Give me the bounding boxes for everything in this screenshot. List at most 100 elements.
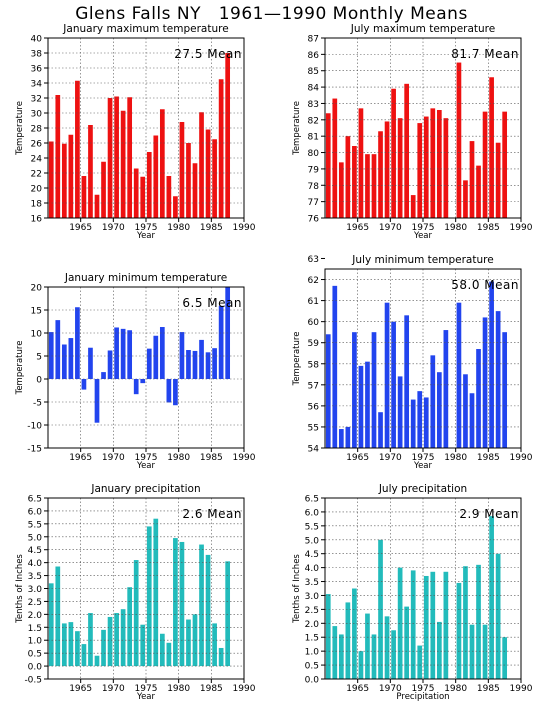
bar <box>173 538 178 667</box>
x-tick-label: 1965 <box>346 684 369 694</box>
y-tick-label: 20 <box>31 284 43 294</box>
y-tick-label: 34 <box>31 80 43 90</box>
y-tick-label: 63 <box>308 255 319 265</box>
bar <box>430 355 436 448</box>
bar <box>61 344 67 379</box>
x-tick-label: 1975 <box>412 453 435 463</box>
chart-panel-1: 16 18 20 22 24 26 28 30 32 34 36 38 40 1965 1970 1975 19… <box>15 23 256 241</box>
y-tick-label: 0 <box>36 376 42 386</box>
y-tick-label: -15 <box>27 445 42 455</box>
bar <box>436 110 442 218</box>
bar <box>489 77 494 219</box>
y-tick-label: 5.0 <box>28 533 43 543</box>
x-tick-label: 1975 <box>135 453 158 463</box>
y-tick-label: 4.0 <box>305 564 320 574</box>
bar <box>212 139 217 218</box>
y-tick-label: 15 <box>31 307 42 317</box>
x-tick-label: 1975 <box>412 684 435 694</box>
bar <box>81 644 87 667</box>
bar <box>75 80 80 218</box>
x-tick-label: 1970 <box>379 453 402 463</box>
y-tick-label: 6.5 <box>305 495 319 505</box>
bar <box>502 637 508 679</box>
y-tick-label: 0.0 <box>28 663 43 673</box>
bar <box>88 125 93 218</box>
y-tick-label: 1.0 <box>28 637 43 647</box>
bar <box>114 96 119 218</box>
bar <box>120 609 126 667</box>
x-tick-label: 1970 <box>102 684 125 694</box>
bar <box>159 327 165 379</box>
bar <box>345 602 351 679</box>
bar <box>68 338 74 379</box>
bar <box>404 315 410 448</box>
bar <box>378 131 383 218</box>
chart-title: July maximum temperature <box>350 23 495 35</box>
y-tick-label: 61 <box>308 297 319 307</box>
y-tick-label: -5 <box>33 399 42 409</box>
bar <box>338 634 344 679</box>
plot-frame <box>47 37 245 219</box>
bar <box>140 624 146 667</box>
bar <box>120 328 126 379</box>
y-tick-label: 58 <box>308 360 320 370</box>
bar <box>212 348 217 379</box>
x-tick-label: 1985 <box>477 453 500 463</box>
y-axis-label: Tenths of Inches <box>15 554 25 624</box>
x-tick-label: 1980 <box>167 684 190 694</box>
bar <box>436 621 442 679</box>
y-tick-label: 59 <box>308 339 320 349</box>
x-tick-label: 1990 <box>510 223 533 233</box>
x-tick-label: 1985 <box>200 453 223 463</box>
x-tick-label: 1975 <box>135 684 158 694</box>
bar <box>358 365 364 448</box>
bar <box>94 655 100 667</box>
y-tick-label: 16 <box>31 215 43 225</box>
x-tick-label: 1965 <box>69 453 92 463</box>
bar <box>218 647 224 667</box>
bar <box>443 571 449 679</box>
bar <box>423 575 429 679</box>
bar <box>107 616 113 667</box>
bar <box>61 623 67 667</box>
bar <box>55 95 61 218</box>
bar <box>186 350 191 379</box>
chart-title: January precipitation <box>90 483 200 495</box>
bar <box>404 606 410 679</box>
bar <box>88 347 93 379</box>
y-tick-label: 76 <box>308 215 320 225</box>
bar <box>48 141 54 218</box>
bar <box>489 516 494 679</box>
y-tick-label: 20 <box>31 185 43 195</box>
mean-label: 2.9 Mean <box>459 507 519 521</box>
bar <box>443 118 449 218</box>
bar <box>417 645 423 679</box>
y-tick-label: 1.0 <box>305 648 320 658</box>
x-axis-label: Year <box>413 231 433 241</box>
y-tick-label: 6.0 <box>305 508 320 518</box>
bar <box>495 553 501 679</box>
bar <box>68 134 74 218</box>
bar <box>358 108 364 218</box>
x-tick-label: 1980 <box>167 453 190 463</box>
y-axis-label: Tenths of Inches <box>292 554 302 624</box>
y-tick-label: 4.0 <box>28 559 43 569</box>
bar <box>101 161 106 218</box>
y-axis-label: Temperature <box>292 332 302 387</box>
bar <box>476 165 481 218</box>
bar <box>378 412 383 448</box>
bar <box>482 317 488 448</box>
x-tick-label: 1970 <box>102 223 125 233</box>
x-tick-label: 1980 <box>444 684 467 694</box>
bar <box>75 307 80 379</box>
bar <box>469 624 475 679</box>
bar <box>120 110 126 218</box>
y-tick-label: 55 <box>308 423 319 433</box>
bar <box>325 594 331 679</box>
bar <box>352 588 357 679</box>
mean-label: 6.5 Mean <box>182 296 242 310</box>
bar <box>430 571 436 679</box>
bar <box>186 143 191 218</box>
bar <box>107 350 113 379</box>
mean-label: 2.6 Mean <box>182 507 242 521</box>
